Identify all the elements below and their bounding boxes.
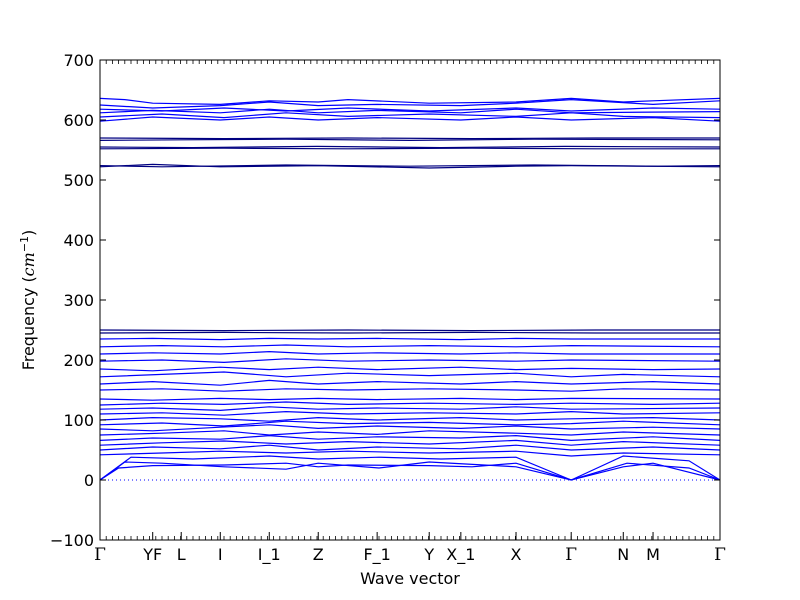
band-line-5 xyxy=(99,444,721,451)
band-line-4 xyxy=(99,450,721,457)
x-tick-label: F_1 xyxy=(363,545,390,565)
y-tick-label: 400 xyxy=(63,231,94,250)
band-line-33 xyxy=(99,112,721,119)
band-line-19 xyxy=(99,366,721,372)
band-line-30 xyxy=(99,138,721,142)
bands-layer xyxy=(99,97,721,481)
x-tick-label: X_1 xyxy=(446,545,475,565)
y-tick-label: 0 xyxy=(84,471,94,490)
band-line-25 xyxy=(99,329,720,332)
band-line-1 xyxy=(99,462,721,481)
band-line-20 xyxy=(99,358,721,364)
x-tick-label: X xyxy=(511,545,522,564)
x-tick-label: I xyxy=(218,545,223,564)
band-line-32 xyxy=(99,116,721,122)
x-tick-label: I_1 xyxy=(258,545,281,565)
plot-frame xyxy=(99,59,721,541)
band-line-12 xyxy=(99,410,721,416)
band-line-27 xyxy=(99,164,721,168)
band-line-15 xyxy=(99,397,721,401)
x-tick-label: Γ xyxy=(94,545,106,565)
y-axis-label: Frequency (cm−1) xyxy=(18,230,39,371)
x-tick-label: Γ xyxy=(565,545,577,565)
band-line-3 xyxy=(99,455,721,481)
band-line-13 xyxy=(99,406,721,412)
y-tick-labels: −100 0 100 200 300 400 500 600 700 xyxy=(50,51,94,550)
band-line-14 xyxy=(99,401,721,406)
band-line-17 xyxy=(99,379,721,386)
x-tick-label: N xyxy=(617,545,629,564)
x-tick-label: YF xyxy=(142,545,162,564)
band-line-10 xyxy=(99,420,721,427)
band-line-28 xyxy=(99,147,720,150)
band-line-9 xyxy=(99,424,721,432)
plot-background xyxy=(100,60,720,540)
y-tick-label: 500 xyxy=(63,171,94,190)
band-line-37 xyxy=(99,97,721,106)
band-line-34 xyxy=(99,108,721,114)
x-tick-labels: Γ YF L I I_1 Z F_1 Y X_1 X Γ N M Γ xyxy=(94,545,726,565)
y-tick-label: 200 xyxy=(63,351,94,370)
x-tick-label: Z xyxy=(313,545,324,564)
band-line-31 xyxy=(99,137,720,140)
y-tick-label: 100 xyxy=(63,411,94,430)
x-tick-label: Γ xyxy=(714,545,726,565)
y-tick-label: 300 xyxy=(63,291,94,310)
band-line-6 xyxy=(99,439,721,446)
band-line-23 xyxy=(99,337,720,341)
band-line-18 xyxy=(99,371,721,378)
y-tick-label: 700 xyxy=(63,51,94,70)
band-line-8 xyxy=(99,430,721,436)
ticks-layer xyxy=(99,59,721,541)
x-axis-label: Wave vector xyxy=(360,569,460,588)
band-line-21 xyxy=(99,350,720,355)
band-line-11 xyxy=(99,416,721,422)
band-line-22 xyxy=(99,344,721,348)
y-tick-label: 600 xyxy=(63,111,94,130)
x-tick-label: Y xyxy=(423,545,434,564)
y-tick-label: −100 xyxy=(50,531,94,550)
band-line-24 xyxy=(99,331,720,334)
x-tick-label: M xyxy=(646,545,660,564)
band-line-35 xyxy=(99,107,721,112)
band-line-7 xyxy=(99,434,721,442)
band-line-2 xyxy=(99,461,721,481)
x-tick-label: L xyxy=(177,545,186,564)
band-line-36 xyxy=(99,98,721,109)
band-line-29 xyxy=(99,145,721,149)
band-line-16 xyxy=(99,388,721,392)
